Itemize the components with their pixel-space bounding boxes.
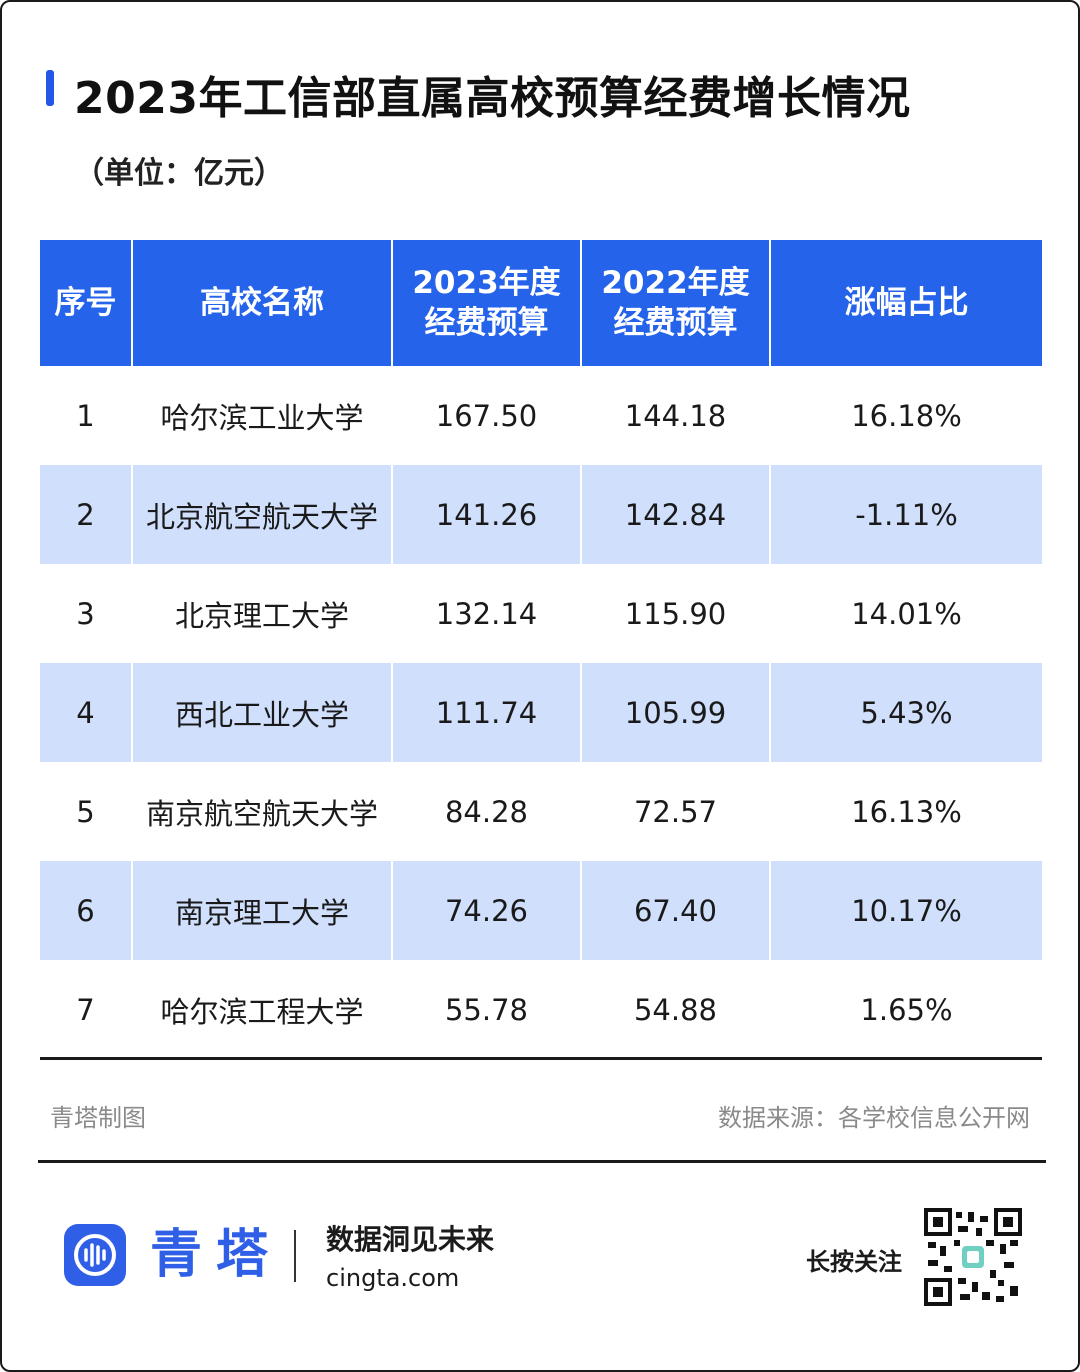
table-bottom-rule: [40, 1057, 1042, 1060]
cell-growth: -1.11%: [769, 465, 1042, 564]
brand-website: cingta.com: [326, 1264, 460, 1292]
credit-data-source: 数据来源：各学校信息公开网: [718, 1104, 1030, 1132]
cell-index: 2: [40, 465, 132, 564]
header-line: 经费预算: [613, 305, 738, 341]
cell-school: 南京理工大学: [131, 861, 392, 960]
cell-2022-budget: 105.99: [580, 663, 770, 762]
cell-2023-budget: 111.74: [391, 663, 581, 762]
cell-index: 4: [40, 663, 132, 762]
table-row: 3 北京理工大学 132.14 115.90 14.01%: [40, 564, 1042, 663]
cell-growth: 1.65%: [769, 960, 1042, 1059]
cell-2023-budget: 141.26: [391, 465, 581, 564]
header-cell-2023-budget: 2023年度 经费预算: [391, 240, 581, 366]
cell-growth: 10.17%: [769, 861, 1042, 960]
header-line: 经费预算: [424, 305, 549, 341]
cell-school: 哈尔滨工业大学: [131, 366, 392, 465]
cell-2023-budget: 55.78: [391, 960, 581, 1059]
cell-2022-budget: 144.18: [580, 366, 770, 465]
table-body: 1 哈尔滨工业大学 167.50 144.18 16.18% 2 北京航空航天大学 141.2…: [40, 366, 1042, 1059]
cell-index: 3: [76, 596, 95, 631]
cell-school: 北京理工大学: [131, 564, 392, 663]
cell-growth: 16.13%: [769, 762, 1042, 861]
cell-2022-budget: 54.88: [580, 960, 770, 1059]
footer-divider: [38, 1160, 1046, 1163]
table-row: 4 西北工业大学 111.74 105.99 5.43%: [40, 663, 1042, 762]
cell-growth: 16.18%: [769, 366, 1042, 465]
header-line: 2023年度: [412, 265, 561, 301]
unit-note: （单位：亿元）: [74, 156, 284, 191]
follow-prompt: 长按关注: [806, 1248, 902, 1276]
cell-school: 北京航空航天大学: [131, 465, 392, 564]
brand-name: 青塔: [150, 1225, 283, 1285]
header-cell-2022-budget: 2022年度 经费预算: [580, 240, 770, 366]
cell-2023-budget: 74.26: [391, 861, 581, 960]
cell-index: 1: [76, 398, 95, 433]
cell-school: 西北工业大学: [131, 663, 392, 762]
table-row: 2 北京航空航天大学 141.26 142.84 -1.11%: [40, 465, 1042, 564]
header-cell-school: 高校名称: [131, 240, 392, 366]
brand-divider: [294, 1230, 296, 1282]
table-row: 1 哈尔滨工业大学 167.50 144.18 16.18%: [40, 366, 1042, 465]
cell-2022-budget: 142.84: [580, 465, 770, 564]
cell-2022-budget: 72.57: [580, 762, 770, 861]
header-line: 涨幅占比: [844, 285, 969, 321]
table-row: 6 南京理工大学 74.26 67.40 10.17%: [40, 861, 1042, 960]
header-line: 序号: [54, 285, 117, 321]
cell-growth: 5.43%: [769, 663, 1042, 762]
table-row: 7 哈尔滨工程大学 55.78 54.88 1.65%: [40, 960, 1042, 1059]
cell-school: 南京航空航天大学: [131, 762, 392, 861]
page-title: 2023年工信部直属高校预算经费增长情况: [74, 73, 911, 124]
cell-index: 5: [76, 794, 95, 829]
cell-2023-budget: 84.28: [391, 762, 581, 861]
table-header-row: 序号 高校名称 2023年度 经费预算 2022年度 经费预算 涨幅占比: [40, 240, 1042, 366]
cingta-logo-icon: [64, 1224, 126, 1286]
qr-code-icon[interactable]: [924, 1208, 1022, 1306]
header-line: 高校名称: [200, 285, 324, 321]
table-row: 5 南京航空航天大学 84.28 72.57 16.13%: [40, 762, 1042, 861]
header-cell-index: 序号: [40, 240, 132, 366]
brand-slogan: 数据洞见未来: [326, 1223, 495, 1256]
credit-made-by: 青塔制图: [50, 1104, 146, 1132]
cell-school: 哈尔滨工程大学: [131, 960, 392, 1059]
cell-index: 6: [40, 861, 132, 960]
cell-2022-budget: 67.40: [580, 861, 770, 960]
budget-table: 序号 高校名称 2023年度 经费预算 2022年度 经费预算 涨幅占比 1 哈尔…: [40, 240, 1042, 1059]
cell-index: 7: [76, 992, 95, 1027]
cell-growth: 14.01%: [769, 564, 1042, 663]
cell-2022-budget: 115.90: [580, 564, 770, 663]
cell-2023-budget: 167.50: [391, 366, 581, 465]
header-cell-growth: 涨幅占比: [769, 240, 1042, 366]
title-accent-bar: [46, 70, 54, 106]
header-line: 2022年度: [601, 265, 750, 301]
cell-2023-budget: 132.14: [391, 564, 581, 663]
